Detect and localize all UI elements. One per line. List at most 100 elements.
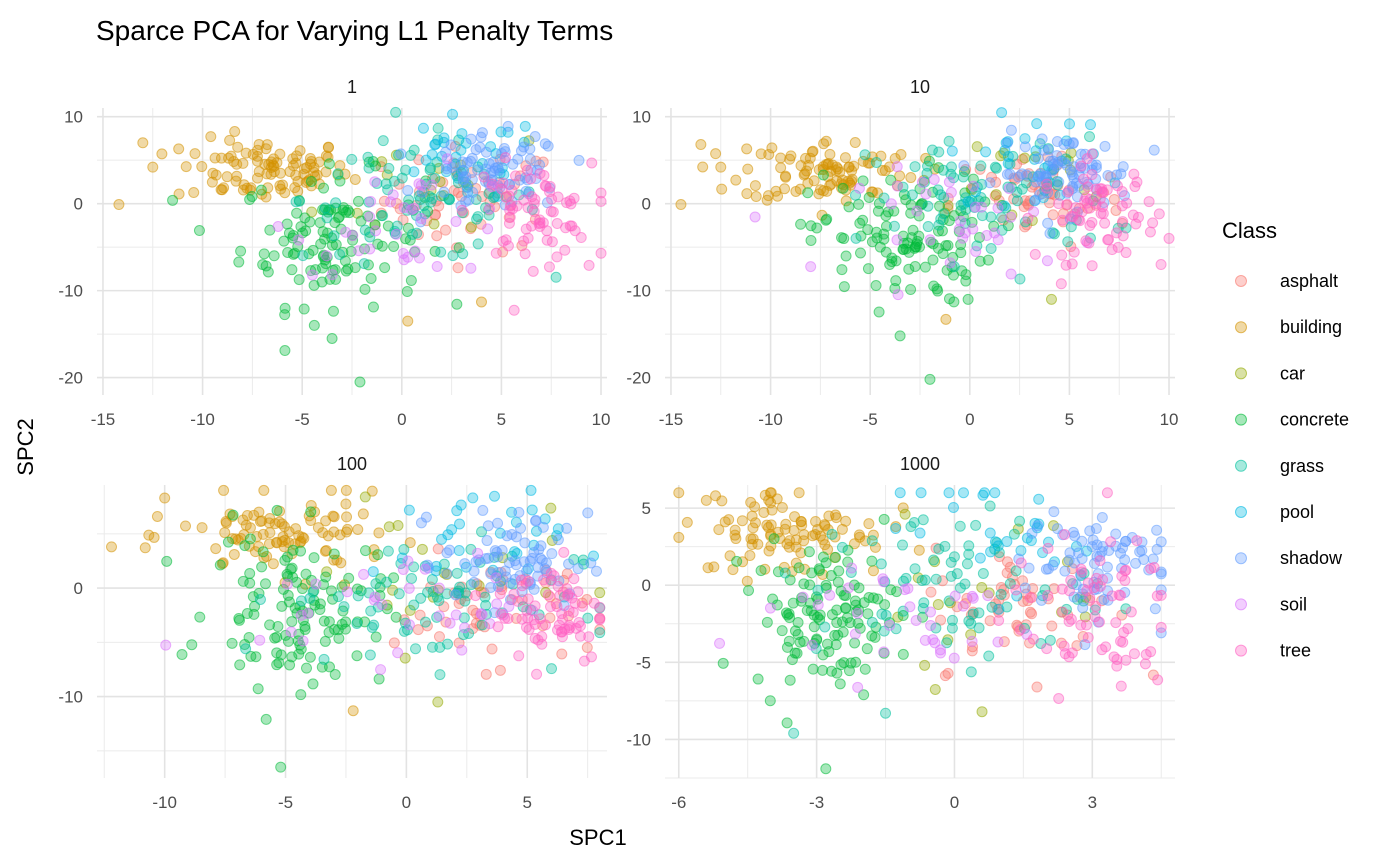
point-concrete (293, 274, 305, 286)
point-building (341, 511, 353, 523)
point-concrete (833, 565, 845, 577)
point-soil (884, 619, 896, 631)
point-pool (890, 522, 902, 534)
point-building (710, 490, 722, 502)
point-asphalt (581, 641, 593, 653)
point-soil (892, 289, 904, 301)
point-asphalt (1031, 681, 1043, 693)
point-building (763, 148, 775, 160)
point-shadow (503, 557, 515, 569)
point-shadow (528, 546, 540, 558)
point-shadow (1032, 152, 1044, 164)
point-tree (522, 575, 534, 587)
points-group (113, 106, 607, 388)
point-car (594, 587, 606, 599)
point-building (323, 141, 335, 153)
point-building (681, 516, 693, 528)
point-concrete (318, 182, 330, 194)
point-shadow (1042, 217, 1054, 229)
legend-label: soil (1280, 594, 1307, 614)
point-shadow (1058, 138, 1070, 150)
point-building (839, 152, 851, 164)
point-building (804, 152, 816, 164)
point-building (247, 148, 259, 160)
point-soil (967, 223, 979, 235)
point-building (849, 137, 861, 149)
legend-label: car (1280, 363, 1305, 383)
point-concrete (354, 376, 366, 388)
point-shadow (461, 181, 473, 193)
point-soil (943, 176, 955, 188)
point-car (929, 683, 941, 695)
point-concrete (252, 683, 264, 695)
point-tree (1119, 574, 1131, 586)
point-grass (909, 161, 921, 173)
point-concrete (316, 262, 328, 274)
point-concrete (927, 254, 939, 266)
point-tree (1081, 585, 1093, 597)
point-soil (1005, 268, 1017, 280)
point-tree (595, 187, 607, 199)
point-soil (852, 607, 864, 619)
point-building (867, 565, 879, 577)
point-soil (272, 220, 284, 232)
point-tree (1115, 680, 1127, 692)
point-soil (387, 189, 399, 201)
point-building (758, 506, 770, 518)
point-concrete (821, 213, 833, 225)
point-grass (418, 200, 430, 212)
point-concrete (337, 605, 349, 617)
point-building (139, 542, 151, 554)
point-asphalt (937, 575, 949, 587)
point-concrete (365, 273, 377, 285)
point-tree (1090, 572, 1102, 584)
point-building (801, 165, 813, 177)
point-soil (353, 245, 365, 257)
point-concrete (831, 604, 843, 616)
point-tree (1078, 173, 1090, 185)
point-concrete (299, 212, 311, 224)
point-concrete (874, 241, 886, 253)
point-tree (583, 259, 595, 271)
y-tick-label: 5 (642, 499, 651, 518)
point-shadow (476, 127, 488, 139)
point-tree (1105, 536, 1117, 548)
legend-key (1235, 275, 1247, 287)
point-pool (996, 107, 1008, 119)
point-concrete (955, 239, 967, 251)
point-concrete (343, 572, 355, 584)
point-pool (420, 154, 432, 166)
point-soil (714, 637, 726, 649)
point-soil (925, 619, 937, 631)
point-soil (849, 628, 861, 640)
point-building (340, 484, 352, 496)
point-building (772, 190, 784, 202)
point-shadow (482, 552, 494, 564)
legend-item-tree: tree (1235, 641, 1311, 661)
point-concrete (336, 618, 348, 630)
point-building (869, 541, 881, 553)
point-tree (1163, 232, 1175, 244)
point-building (779, 183, 791, 195)
point-soil (413, 252, 425, 264)
point-tree (1056, 249, 1068, 261)
point-building (744, 550, 756, 562)
point-grass (970, 519, 982, 531)
legend-label: grass (1280, 456, 1324, 476)
point-concrete (830, 551, 842, 563)
point-grass (866, 535, 878, 547)
point-building (173, 188, 185, 200)
point-building (143, 529, 155, 541)
x-tick-label: -15 (91, 410, 116, 429)
point-asphalt (942, 667, 954, 679)
point-concrete (305, 176, 317, 188)
point-soil (948, 652, 960, 664)
points-group (675, 107, 1175, 385)
point-soil (415, 179, 427, 191)
point-building (220, 517, 232, 529)
point-grass (377, 210, 389, 222)
point-concrete (362, 259, 374, 271)
point-soil (426, 179, 438, 191)
point-grass (996, 211, 1008, 223)
